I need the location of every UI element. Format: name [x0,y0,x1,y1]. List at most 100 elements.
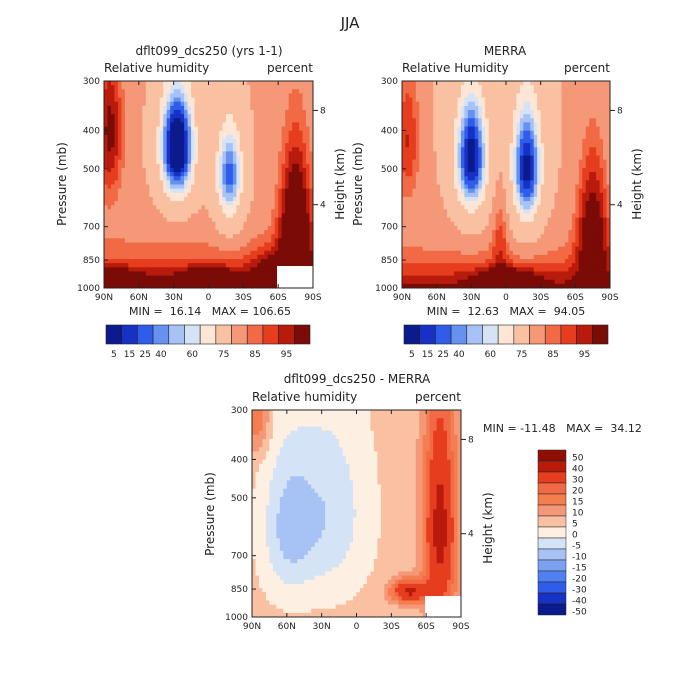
heatmap-cell [295,234,300,239]
heatmap-cell [208,167,213,173]
heatmap-cell [481,234,486,239]
heatmap-cell [419,225,424,231]
heatmap-cell [271,205,276,210]
heatmap-cell [422,167,427,173]
heatmap-cell [131,192,136,198]
heatmap-cell [499,176,503,181]
heatmap-cell [474,196,479,202]
heatmap-cell [218,97,223,103]
heatmap-cell [173,213,178,219]
colorbar-label: 40 [155,350,167,360]
heatmap-cell [402,213,406,219]
heatmap-cell [250,259,255,264]
heatmap-cell [292,159,296,165]
heatmap-cell [243,143,248,148]
heatmap-cell [205,209,209,214]
heatmap-cell [509,259,514,264]
heatmap-cell [422,89,427,94]
heatmap-cell [159,147,164,152]
heatmap-cell [142,130,147,136]
heatmap-cell [180,147,185,152]
heatmap-cell [236,230,241,235]
heatmap-cell [187,234,192,239]
heatmap-cell [492,209,496,214]
heatmap-cell [299,114,303,119]
heatmap-cell [271,147,276,152]
heatmap-cell [433,114,438,119]
heatmap-cell [131,196,136,202]
heatmap-cell [267,97,272,103]
heatmap-cell [142,275,147,281]
heatmap-cell [526,159,531,165]
heatmap-cell [246,279,251,285]
heatmap-cell [285,234,290,239]
heatmap-cell [492,267,496,272]
heatmap-cell [436,172,441,177]
heatmap-cell [415,93,420,98]
heatmap-cell [274,163,279,169]
heatmap-cell [104,118,108,123]
heatmap-cell [131,176,136,181]
heatmap-cell [440,275,444,281]
heatmap-cell [198,246,202,252]
heatmap-cell [246,230,251,235]
heatmap-cell [239,263,244,268]
heatmap-cell [135,250,140,256]
heatmap-cell [450,242,455,247]
heatmap-cell [187,196,192,202]
heatmap-cell [408,109,413,115]
heatmap-cell [184,105,188,111]
heatmap-cell [292,188,296,194]
heatmap-cell [471,114,476,119]
heatmap-cell [198,267,202,272]
heatmap-cell [523,209,528,214]
heatmap-cell [488,250,493,256]
heatmap-cell [419,250,424,256]
heatmap-cell [408,263,413,268]
heatmap-cell [138,188,143,194]
heatmap-cell [173,176,178,181]
heatmap-cell [218,225,223,231]
heatmap-cell [170,134,175,140]
heatmap-cell [159,275,164,281]
heatmap-cell [163,196,168,202]
heatmap-cell [285,188,290,194]
heatmap-cell [198,279,202,285]
heatmap-cell [222,138,227,144]
heatmap-cell [145,221,150,227]
heatmap-cell [488,101,493,107]
heatmap-cell [152,238,157,243]
heatmap-cell [264,254,269,260]
heatmap-cell [495,234,500,239]
heatmap-cell [419,180,424,185]
heatmap-cell [222,167,227,173]
heatmap-cell [281,134,286,140]
heatmap-cell [180,279,185,285]
heatmap-cell [250,114,255,119]
heatmap-cell [152,143,157,148]
heatmap-cell [121,97,126,103]
heatmap-cell [457,213,462,219]
heatmap-cell [124,159,129,165]
heatmap-cell [163,172,168,177]
heatmap-cell [471,147,476,152]
heatmap-cell [288,85,293,90]
heatmap-cell [471,230,476,235]
heatmap-cell [450,201,455,206]
heatmap-cell [457,97,462,103]
heatmap-cell [519,114,524,119]
heatmap-cell [516,93,521,98]
heatmap-cell [121,254,126,260]
heatmap-cell [306,188,310,194]
x-tick-label: 60N [130,293,148,303]
heatmap-cell [530,184,535,190]
heatmap-cell [257,192,262,198]
heatmap-cell [159,234,164,239]
heatmap-cell [495,97,500,103]
heatmap-cell [405,81,410,86]
heatmap-cell [142,163,147,169]
heatmap-cell [460,159,465,165]
heatmap-cell [408,147,413,152]
heatmap-cell [450,188,455,194]
heatmap-cell [467,271,472,276]
